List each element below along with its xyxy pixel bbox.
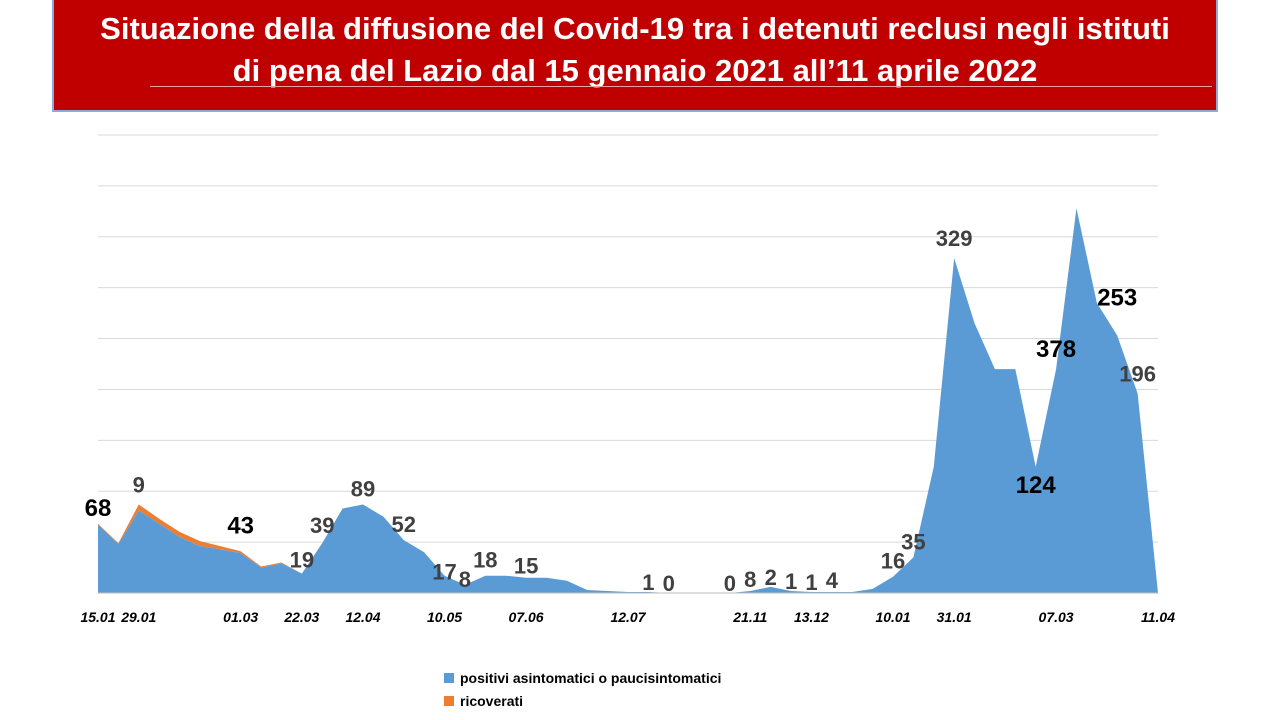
x-tick-label: 07.03: [1039, 609, 1074, 625]
data-label: 68: [85, 495, 112, 522]
data-label: 52: [392, 512, 416, 537]
data-label: 8: [744, 567, 756, 592]
x-tick-label: 10.05: [427, 609, 462, 625]
data-label: 0: [724, 571, 736, 596]
chart-legend: positivi asintomatici o paucisintomatici…: [444, 666, 721, 712]
x-tick-label: 01.03: [223, 609, 258, 625]
chart-title: Situazione della diffusione del Covid-19…: [100, 11, 1170, 88]
data-label: 1: [805, 570, 817, 595]
x-tick-label: 31.01: [937, 609, 972, 625]
data-label: 1: [642, 570, 654, 595]
series-asintomatici-area: [98, 208, 1158, 593]
data-label: 16: [881, 549, 905, 574]
data-label: 43: [227, 512, 254, 539]
data-label: 0: [663, 571, 675, 596]
data-label: 124: [1016, 472, 1057, 499]
data-label: 4: [826, 568, 839, 593]
data-label: 17: [432, 560, 456, 585]
data-label: 19: [290, 548, 314, 573]
data-label: 2: [765, 565, 777, 590]
legend-item-asintomatici: positivi asintomatici o paucisintomatici: [444, 666, 721, 689]
legend-item-ricoverati: ricoverati: [444, 689, 721, 712]
data-label: 89: [351, 476, 375, 501]
data-label: 196: [1119, 362, 1156, 387]
x-tick-label: 29.01: [120, 609, 156, 625]
x-tick-label: 10.01: [875, 609, 910, 625]
data-label: 18: [473, 548, 497, 573]
data-label: 378: [1036, 336, 1076, 363]
data-label: 15: [514, 554, 538, 579]
data-label: 1: [785, 569, 797, 594]
legend-swatch-ricoverati: [444, 695, 454, 706]
data-label: 253: [1097, 285, 1137, 312]
data-label: 9: [133, 472, 145, 497]
title-divider: [150, 86, 1212, 87]
data-label: 35: [901, 529, 925, 554]
data-label: 39: [310, 513, 334, 538]
x-tick-label: 13.12: [794, 609, 829, 625]
title-banner: Situazione della diffusione del Covid-19…: [52, 0, 1218, 112]
data-label: 8: [459, 567, 471, 592]
x-tick-label: 21.11: [732, 609, 767, 625]
x-tick-label: 12.04: [345, 609, 380, 625]
legend-swatch-asintomatici: [444, 672, 454, 683]
x-tick-label: 11.04: [1141, 609, 1175, 625]
x-tick-label: 12.07: [610, 609, 646, 625]
x-tick-label: 07.06: [509, 609, 544, 625]
data-label: 329: [936, 226, 973, 251]
legend-label-asintomatici: positivi asintomatici o paucisintomatici: [460, 669, 722, 686]
legend-label-ricoverati: ricoverati: [460, 692, 524, 709]
x-tick-label: 22.03: [283, 609, 319, 625]
x-tick-label: 15.01: [80, 609, 115, 625]
